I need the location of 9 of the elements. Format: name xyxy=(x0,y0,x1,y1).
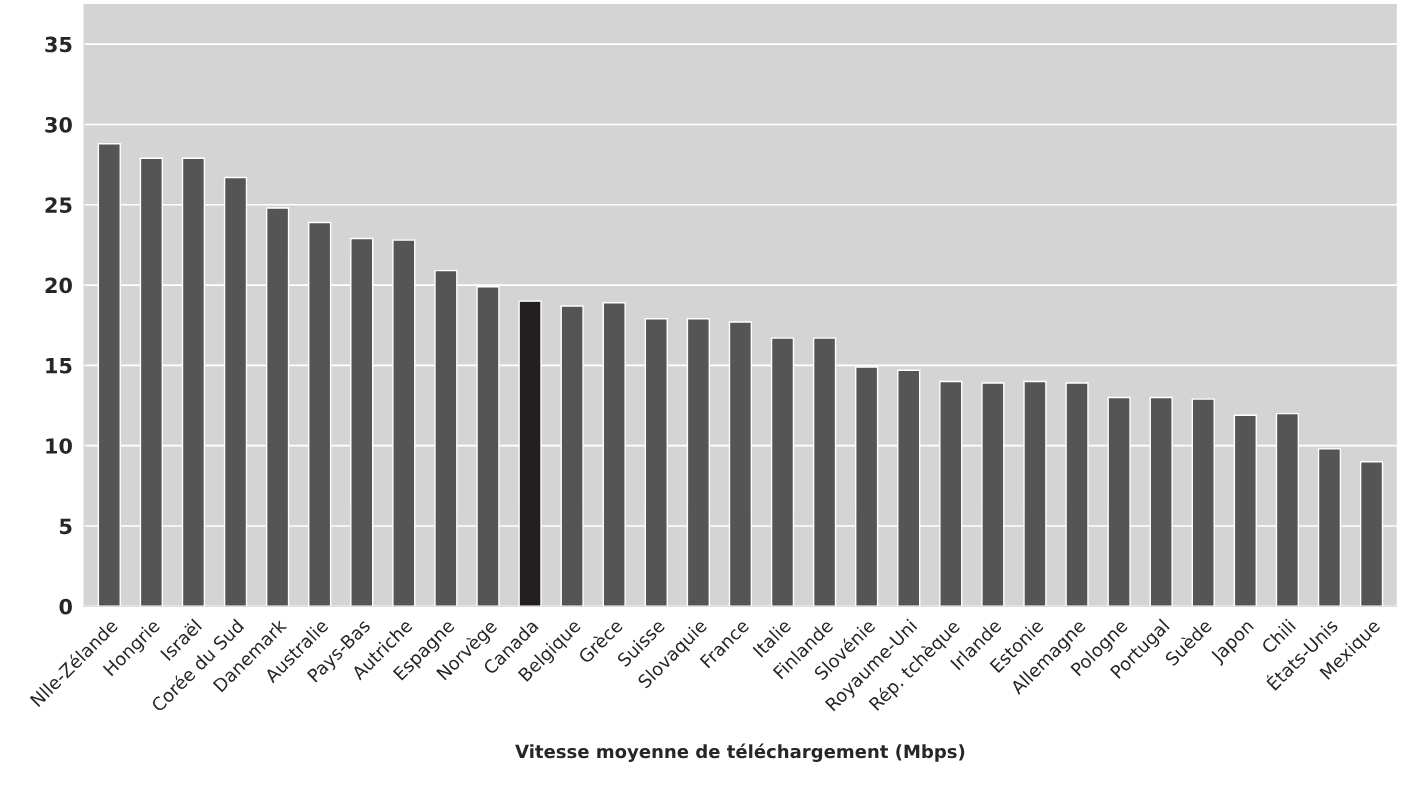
y-tick-label: 25 xyxy=(45,197,72,213)
y-tick-label: 20 xyxy=(45,277,72,294)
y-tick-label: 30 xyxy=(45,116,72,133)
y-tick-label: 0 xyxy=(59,598,72,615)
y-tick-label: 15 xyxy=(46,358,72,374)
y-tick-label: 5 xyxy=(60,518,72,535)
x-axis-title: Vitesse moyenne de téléchargement (Mbps) xyxy=(515,743,965,762)
y-tick-label: 35 xyxy=(45,36,72,53)
y-tick-label: 10 xyxy=(46,438,72,454)
